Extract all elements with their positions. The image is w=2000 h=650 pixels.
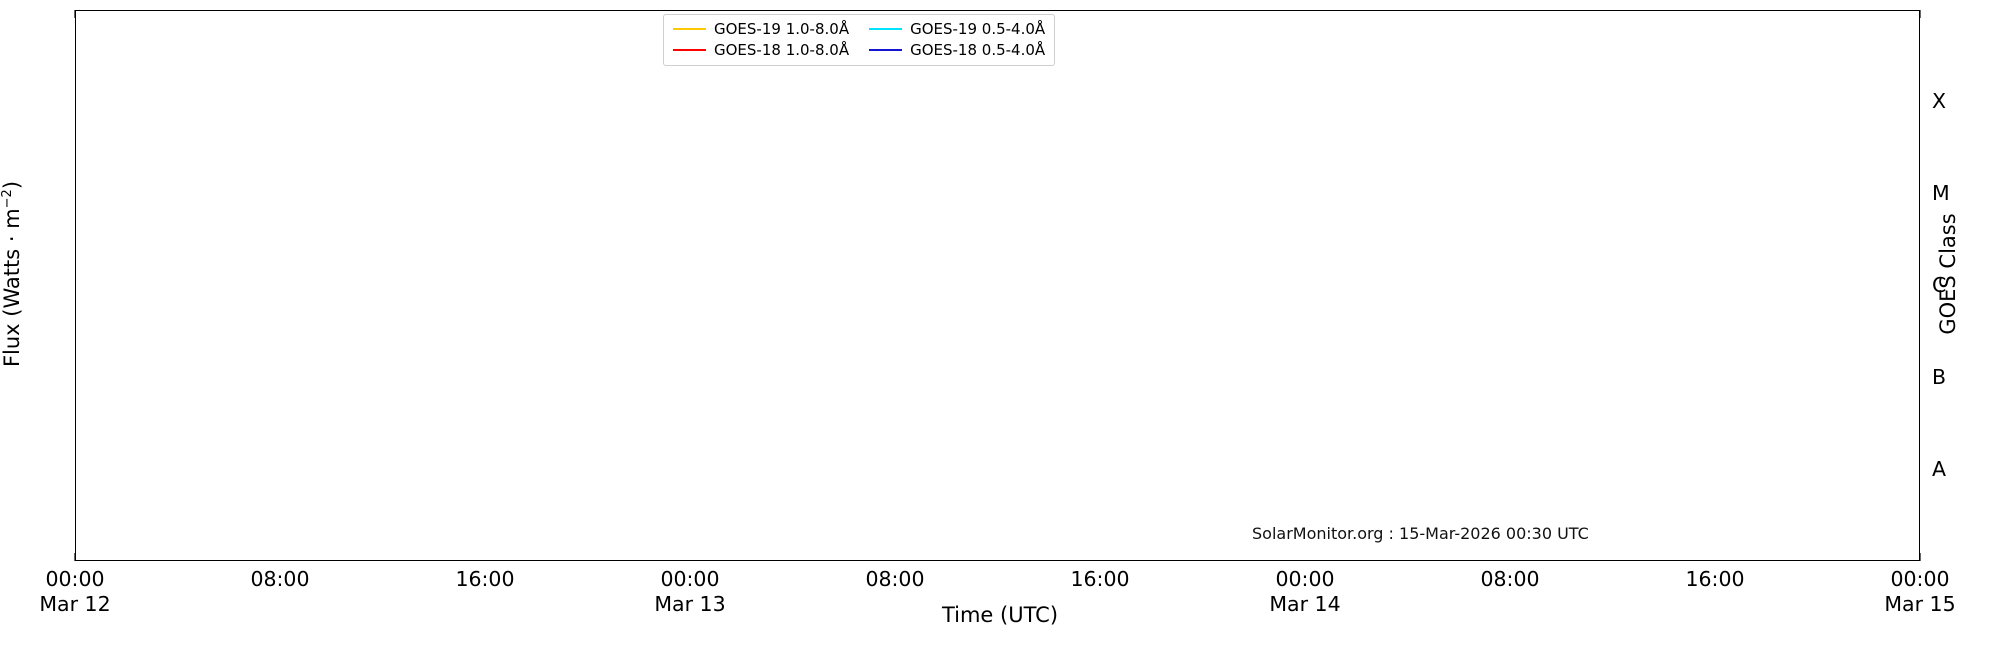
legend-item-goes19-long: GOES-19 1.0-8.0Å [673,20,849,38]
x-tick-label: 00:00 Mar 15 [1884,567,1956,616]
legend-label-goes18-short: GOES-18 0.5-4.0Å [910,41,1046,59]
legend-label-goes19-long: GOES-19 1.0-8.0Å [714,20,850,38]
legend-item-goes18-short: GOES-18 0.5-4.0Å [869,41,1045,59]
watermark-credit: SolarMonitor.org : 15-Mar-2026 00:30 UTC [1252,524,1589,543]
legend-item-goes19-short: GOES-19 0.5-4.0Å [869,20,1045,38]
goes-class-label-b: B [1932,364,1947,389]
x-tick-label: 08:00 [865,567,925,591]
x-tick-label: 16:00 [1070,567,1130,591]
x-tick-label: 08:00 [1480,567,1540,591]
goes-class-label-m: M [1932,181,1950,206]
x-tick-label: 00:00 Mar 13 [654,567,726,616]
legend-label-goes18-long: GOES-18 1.0-8.0Å [714,41,850,59]
x-tick-label: 00:00 Mar 14 [1269,567,1341,616]
x-tick-label: 16:00 [1685,567,1745,591]
goes-class-label-x: X [1932,89,1947,114]
legend-item-goes18-long: GOES-18 1.0-8.0Å [673,41,849,59]
legend-label-goes19-short: GOES-19 0.5-4.0Å [910,20,1046,38]
legend-swatch-goes19-long [673,28,706,30]
plot-area-border [75,10,1920,561]
x-tick-label: 08:00 [250,567,310,591]
y-axis-title: Flux (Watts · m−2) [0,180,24,368]
x-tick-label: 16:00 [455,567,515,591]
legend-swatch-goes18-long [673,49,706,51]
legend-swatch-goes18-short [869,49,903,51]
x-axis-title: Time (UTC) [941,603,1059,627]
goes-class-label-c: C [1932,273,1947,297]
legend: GOES-19 1.0-8.0Å GOES-19 0.5-4.0Å GOES-1… [663,14,1056,66]
legend-swatch-goes19-short [869,28,903,30]
goes-class-label-a: A [1932,456,1947,481]
x-tick-label: 00:00 Mar 12 [39,567,111,616]
